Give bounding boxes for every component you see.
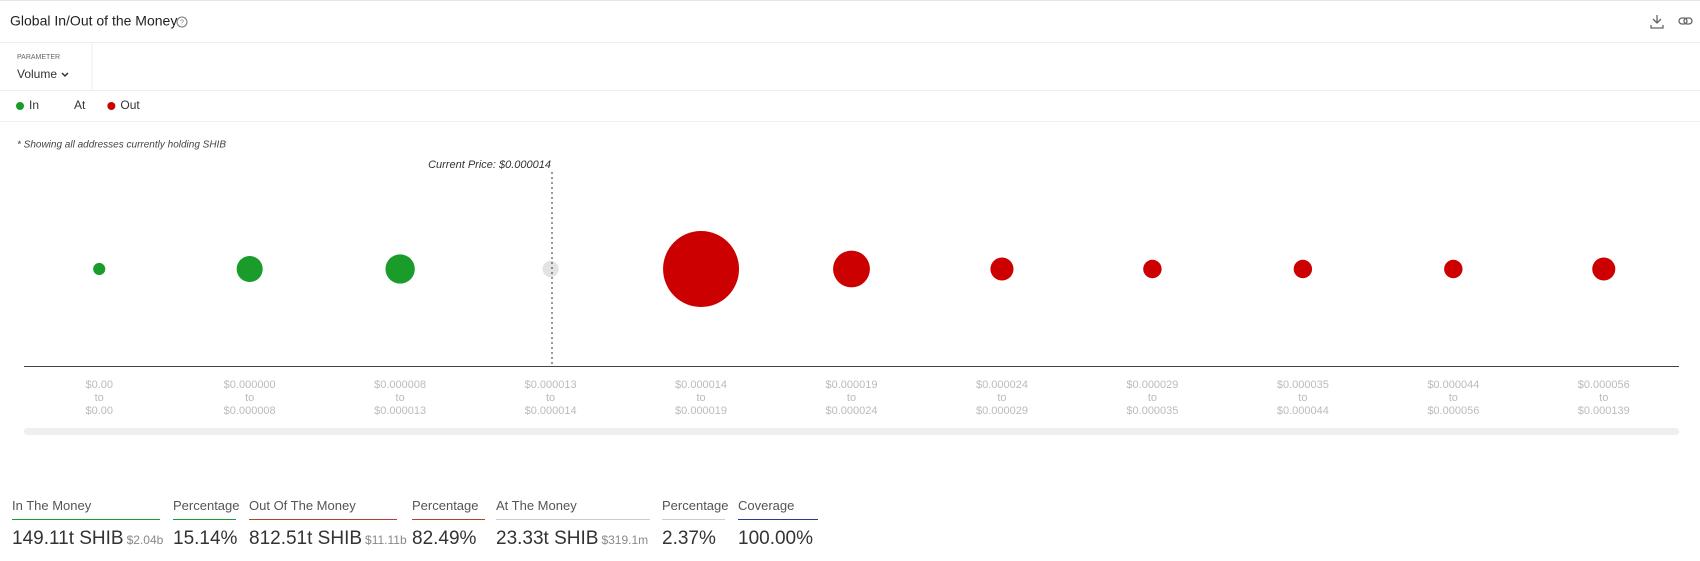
summary-label: Percentage — [412, 498, 485, 520]
bubble — [1592, 257, 1616, 281]
download-icon[interactable] — [1650, 15, 1664, 29]
bubble — [990, 257, 1014, 281]
note: * Showing all addresses currently holdin… — [17, 140, 226, 151]
bubble — [93, 262, 106, 276]
bubble — [542, 260, 559, 278]
bubble — [1293, 259, 1313, 279]
x-tick-connector: to — [997, 392, 1006, 404]
x-tick-connector: to — [546, 392, 555, 404]
bubble — [1143, 259, 1162, 279]
x-tick-connector: to — [1148, 392, 1157, 404]
x-tick-label: $0.000013 — [374, 405, 426, 417]
summary-sub: $2.04b — [126, 533, 164, 547]
x-tick-label: $0.000024 — [826, 405, 878, 417]
legend: In At Out — [16, 98, 140, 112]
legend-label: In — [29, 98, 39, 112]
x-tick-connector: to — [696, 392, 705, 404]
x-tick-connector: to — [1599, 392, 1608, 404]
parameter-value: Volume — [17, 67, 57, 81]
legend-dot — [16, 102, 24, 110]
summary-value-row: 15.14% — [173, 528, 238, 550]
summary-value: 2.37% — [662, 528, 716, 549]
legend-label: Out — [120, 98, 140, 112]
x-tick-connector: to — [245, 392, 254, 404]
summary-value-row: 82.49% — [412, 528, 485, 550]
x-tick-connector: to — [1298, 392, 1307, 404]
summary-label: Percentage — [662, 498, 729, 520]
panel-title: Global In/Out of the Money — [10, 13, 177, 29]
summary-item: Percentage 15.14% — [173, 498, 240, 550]
summary-item: Percentage 2.37% — [662, 498, 729, 550]
bubble — [1444, 259, 1463, 279]
parameter-dropdown[interactable]: Volume — [17, 67, 69, 81]
x-tick-label: $0.000056 — [1578, 379, 1630, 391]
summary-value: 149.11t SHIB — [12, 528, 124, 549]
legend-item[interactable]: At — [74, 98, 86, 112]
summary-item: At The Money 23.33t SHIB $319.1m — [496, 498, 650, 550]
summary-sub: $11.11b — [365, 533, 407, 547]
legend-item[interactable]: Out — [107, 98, 140, 112]
link-icon[interactable] — [1678, 17, 1693, 25]
x-tick-label: $0.000056 — [1427, 405, 1479, 417]
summary-label: Percentage — [173, 498, 240, 520]
x-tick-label: $0.000008 — [224, 405, 276, 417]
x-tick-connector: to — [95, 392, 104, 404]
x-tick-label: $0.000139 — [1578, 405, 1630, 417]
x-tick-label: $0.00 — [85, 405, 113, 417]
annotation: Current Price: $0.000014 — [428, 159, 551, 171]
x-tick-label: $0.000044 — [1277, 405, 1329, 417]
x-tick-label: $0.000035 — [1126, 405, 1178, 417]
x-tick-connector: to — [1449, 392, 1458, 404]
summary-value: 15.14% — [173, 528, 238, 549]
summary-value-row: 149.11t SHIB $2.04b — [12, 528, 163, 550]
x-tick-label: $0.000024 — [976, 379, 1028, 391]
x-tick-label: $0.000008 — [374, 379, 426, 391]
x-tick-label: $0.000014 — [525, 405, 577, 417]
legend-dot — [107, 102, 116, 110]
summary-item: Out Of The Money 812.51t SHIB $11.11b — [249, 498, 407, 550]
summary-item: Coverage 100.00% — [738, 498, 818, 550]
summary-value: 100.00% — [738, 528, 814, 549]
legend-item[interactable]: In — [16, 98, 39, 112]
parameter-label: PARAMETER — [17, 54, 60, 61]
help-icon[interactable]: ? — [176, 16, 188, 28]
summary-value: 23.33t SHIB — [496, 528, 599, 549]
x-tick-label: $0.000029 — [976, 405, 1028, 417]
bubble — [385, 254, 415, 284]
bubble — [236, 255, 263, 283]
summary-value-row: 100.00% — [738, 528, 818, 550]
x-tick-connector: to — [396, 392, 405, 404]
x-tick-connector: to — [847, 392, 856, 404]
x-tick-label: $0.000029 — [1126, 379, 1178, 391]
summary-sub: $319.1m — [601, 533, 649, 547]
panel: Global In/Out of the Money ? PARAMETER V… — [0, 0, 1700, 435]
summary-value-row: 812.51t SHIB $11.11b — [249, 528, 407, 550]
x-tick-label: $0.000000 — [224, 379, 276, 391]
summary-label: Out Of The Money — [249, 498, 397, 520]
bubble — [663, 231, 740, 307]
summary-value-row: 23.33t SHIB $319.1m — [496, 528, 650, 550]
x-tick-label: $0.000044 — [1427, 379, 1479, 391]
summary-value: 82.49% — [412, 528, 477, 549]
bubble — [833, 250, 870, 288]
summary-item: In The Money 149.11t SHIB $2.04b — [12, 498, 163, 550]
x-tick-label: $0.000013 — [525, 379, 577, 391]
summary-label: At The Money — [496, 498, 650, 520]
x-tick-label: $0.00 — [85, 379, 113, 391]
svg-text:?: ? — [180, 19, 184, 26]
summary-item: Percentage 82.49% — [412, 498, 485, 550]
legend-label: At — [74, 98, 86, 112]
x-tick-label: $0.000014 — [675, 379, 727, 391]
scrollbar[interactable] — [24, 428, 1679, 435]
summary-value: 812.51t SHIB — [249, 528, 363, 549]
x-tick-label: $0.000019 — [826, 379, 878, 391]
summary-value-row: 2.37% — [662, 528, 725, 550]
summary-label: In The Money — [12, 498, 160, 520]
x-tick-label: $0.000035 — [1277, 379, 1329, 391]
x-tick-label: $0.000019 — [675, 405, 727, 417]
summary-label: Coverage — [738, 498, 818, 520]
